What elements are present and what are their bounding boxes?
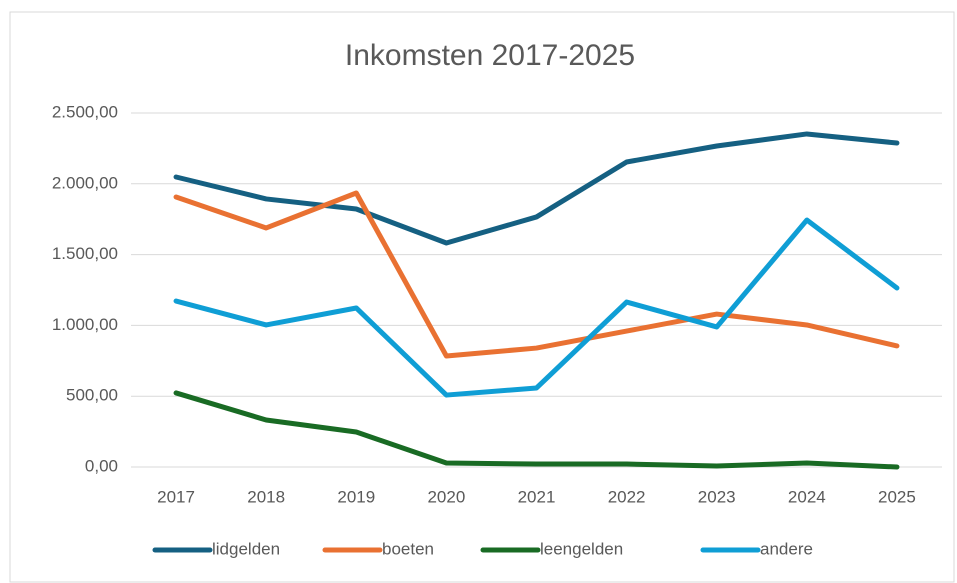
y-tick-label: 0,00 — [85, 456, 118, 475]
x-tick-label: 2023 — [698, 487, 736, 506]
series-line — [173, 390, 900, 470]
chart-border — [9, 11, 955, 583]
y-tick-label: 2.000,00 — [52, 173, 118, 192]
legend-label: andere — [760, 539, 813, 558]
y-tick-label: 1.000,00 — [52, 315, 118, 334]
series-line — [173, 217, 900, 398]
x-tick-label: 2018 — [247, 487, 285, 506]
chart-title: Inkomsten 2017-2025 — [345, 39, 635, 72]
legend-label: lidgelden — [212, 539, 280, 558]
series-line — [173, 131, 900, 246]
y-tick-label: 500,00 — [66, 386, 118, 405]
x-tick-label: 2024 — [788, 487, 826, 506]
legend-label: leengelden — [540, 539, 623, 558]
series-line — [173, 190, 900, 359]
x-tick-label: 2020 — [427, 487, 465, 506]
y-tick-label: 1.500,00 — [52, 244, 118, 263]
x-tick-label: 2022 — [608, 487, 646, 506]
y-tick-label: 2.500,00 — [52, 102, 118, 121]
legend-label: boeten — [382, 539, 434, 558]
x-tick-label: 2017 — [157, 487, 195, 506]
x-tick-label: 2021 — [518, 487, 556, 506]
x-tick-label: 2025 — [878, 487, 916, 506]
x-tick-label: 2019 — [337, 487, 375, 506]
